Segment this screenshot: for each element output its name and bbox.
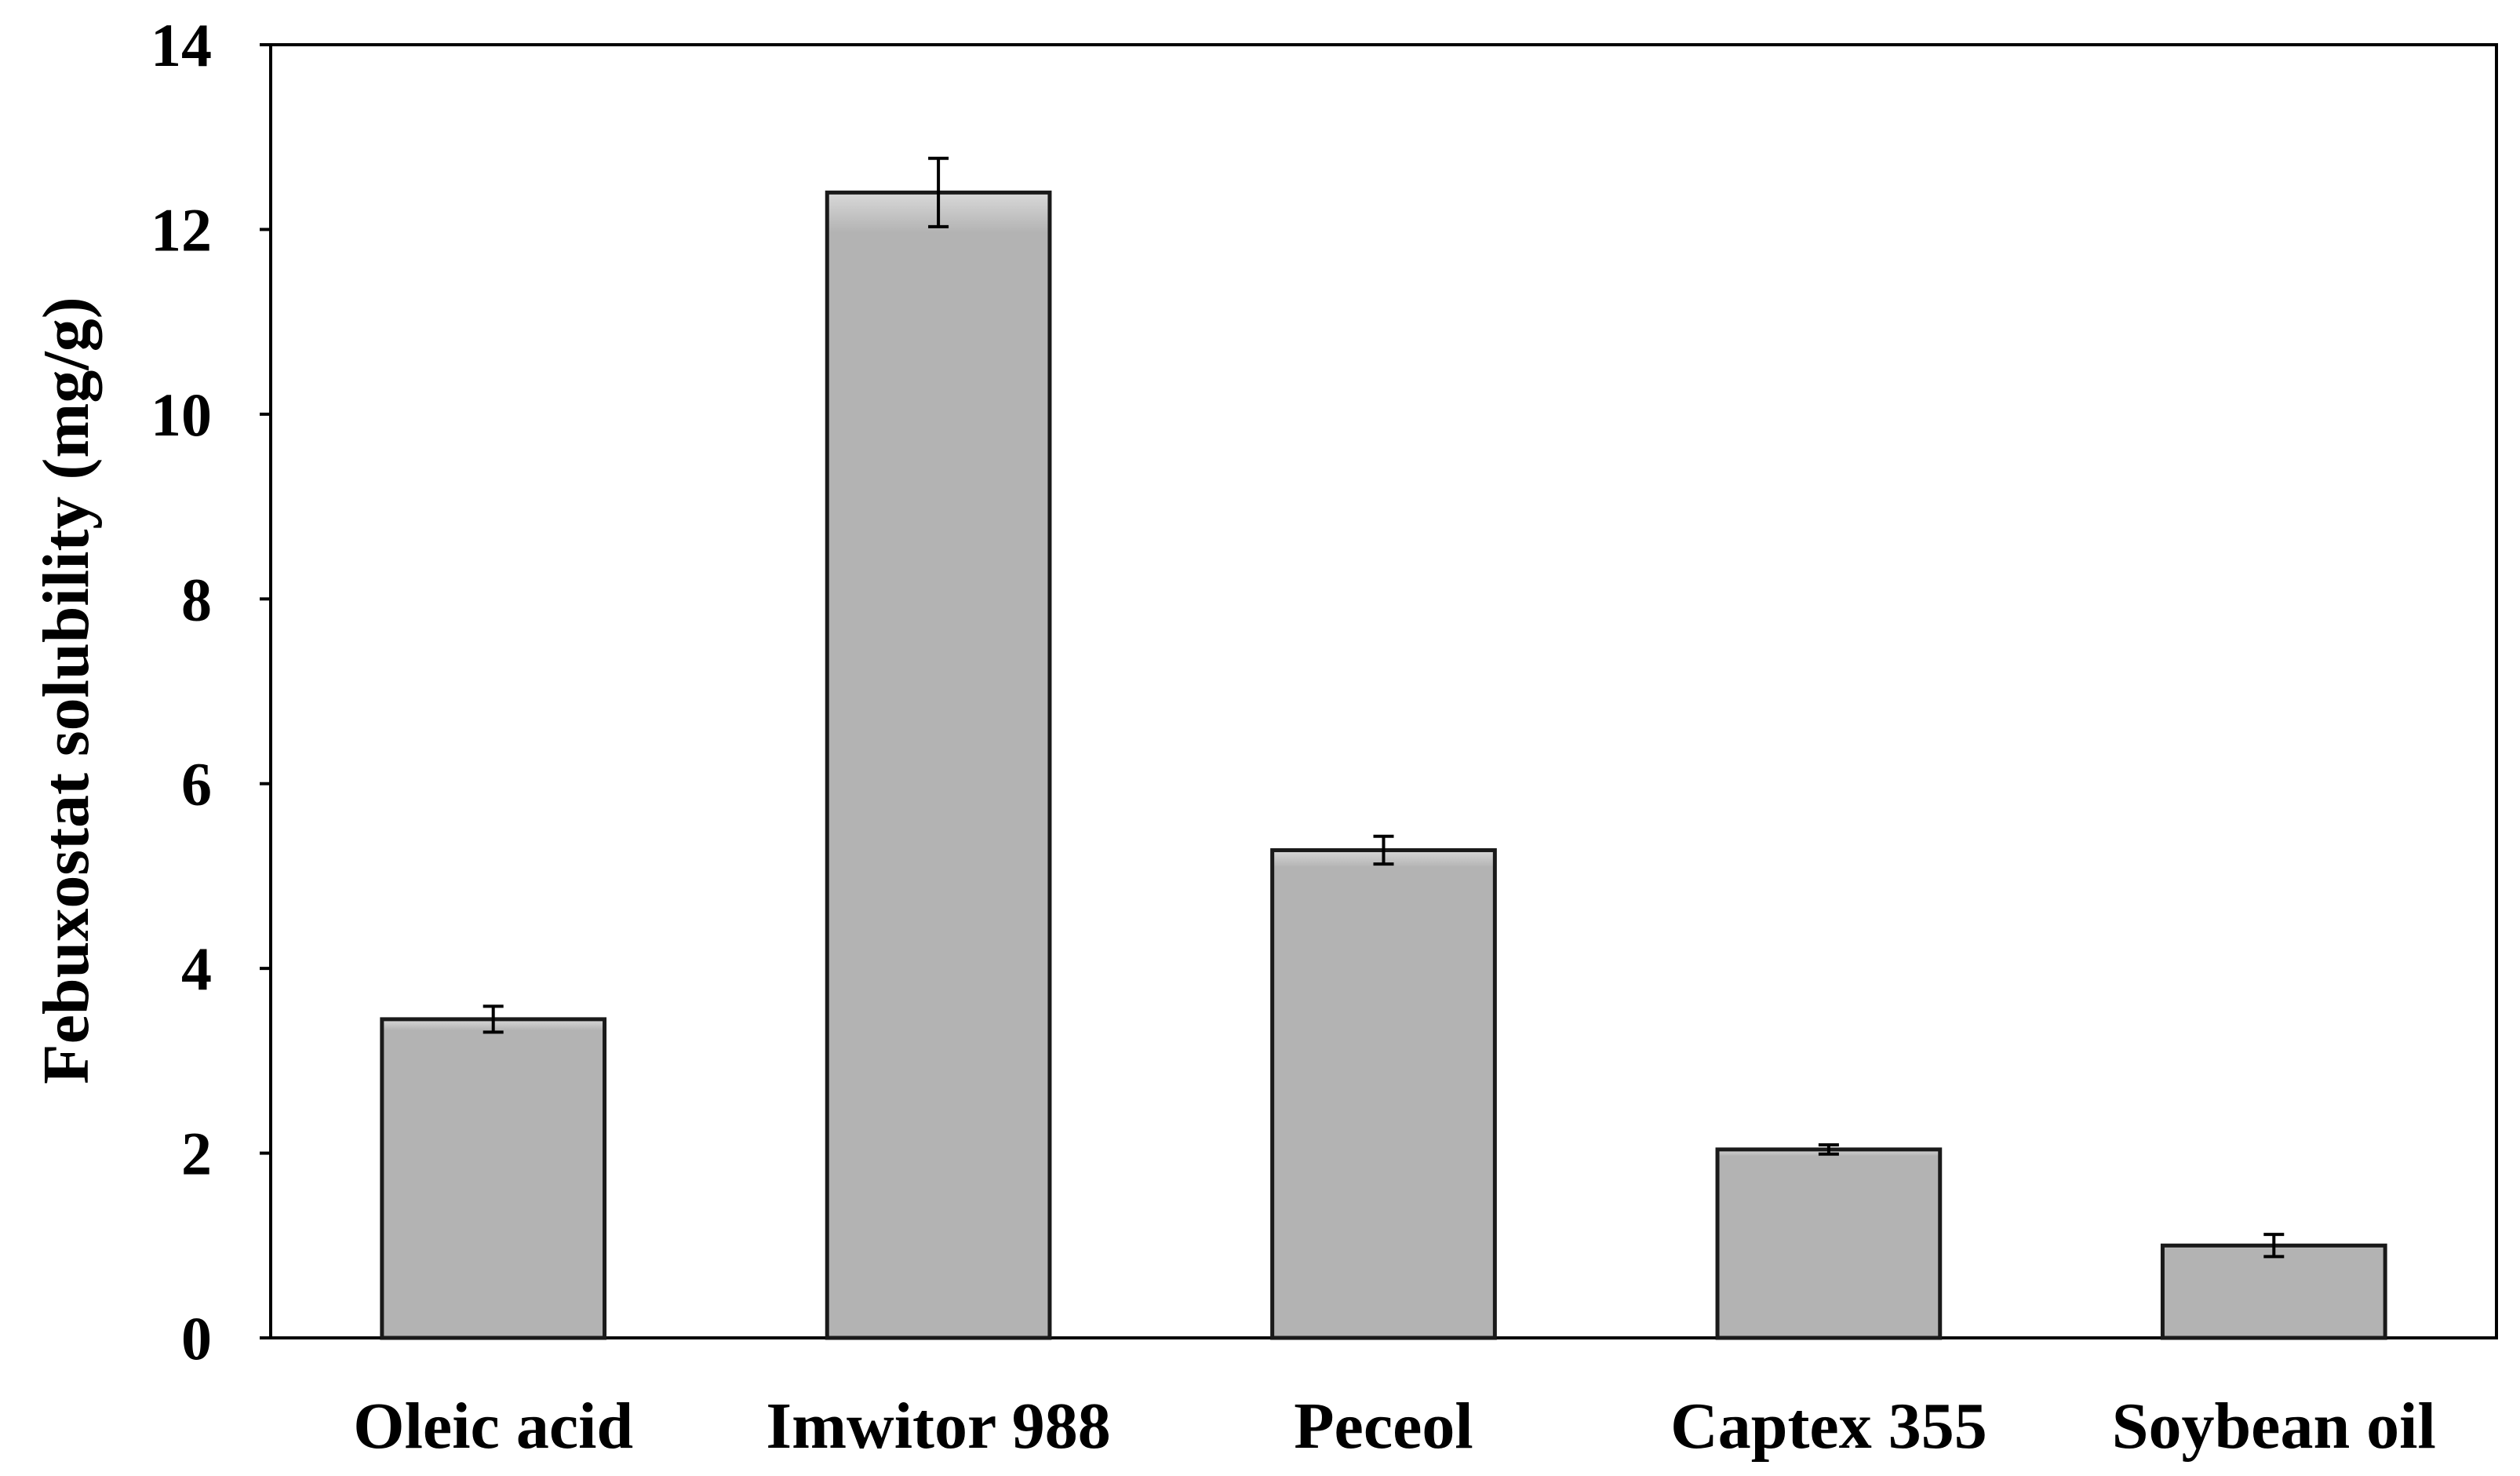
x-category-label: Peceol bbox=[1294, 1390, 1473, 1463]
x-category-label: Imwitor 988 bbox=[766, 1390, 1110, 1463]
bar bbox=[825, 190, 1052, 1340]
y-tick-label: 6 bbox=[181, 750, 212, 818]
category-labels: Oleic acid Imwitor 988 Peceol Captex 355 Soy… bbox=[353, 1390, 2436, 1463]
y-tick-label: 4 bbox=[181, 935, 212, 1003]
bars bbox=[380, 190, 2387, 1340]
x-category-label: Oleic acid bbox=[353, 1390, 633, 1463]
y-tick-label: 14 bbox=[151, 11, 212, 79]
error-bar bbox=[1818, 1143, 1839, 1156]
error-bar bbox=[483, 1004, 504, 1034]
y-tick-label: 8 bbox=[181, 565, 212, 633]
bar bbox=[1715, 1147, 1943, 1340]
y-tick-labels: 0 2 4 6 8 10 12 14 bbox=[151, 11, 212, 1372]
error-bar bbox=[2263, 1233, 2285, 1259]
y-axis-label: Febuxostat solubility (mg/g) bbox=[30, 297, 103, 1084]
error-bar bbox=[928, 156, 949, 228]
y-tick-label: 12 bbox=[151, 195, 212, 264]
error-bar bbox=[1373, 834, 1394, 866]
bar bbox=[2160, 1243, 2387, 1340]
x-category-label: Captex 355 bbox=[1670, 1390, 1987, 1463]
y-tick-marks bbox=[260, 43, 271, 1339]
y-tick-label: 0 bbox=[181, 1304, 212, 1372]
error-bars bbox=[483, 156, 2285, 1259]
y-tick-label: 10 bbox=[151, 381, 212, 449]
bar bbox=[380, 1017, 607, 1340]
bar bbox=[1270, 847, 1497, 1340]
x-category-label: Soybean oil bbox=[2112, 1390, 2436, 1463]
y-tick-label: 2 bbox=[181, 1120, 212, 1188]
